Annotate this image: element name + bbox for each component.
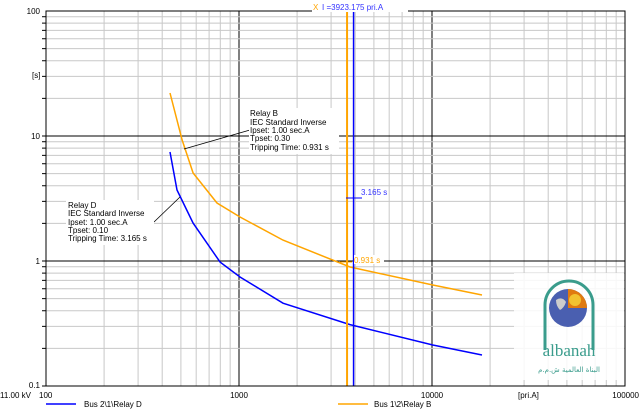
relay-b-time-label-bg [354, 255, 384, 264]
cursor-x-marker[interactable]: X [313, 3, 319, 12]
relay-b-tpset: Tpset: 0.30 [250, 134, 291, 143]
legend-label-relay-b[interactable]: Bus 1\2\Relay B [374, 400, 431, 409]
logo-wordmark: albanah [543, 341, 596, 360]
x-tick-1000: 1000 [230, 391, 248, 400]
relay-d-tripping-time: Tripping Time: 3.165 s [68, 234, 147, 243]
x-axis-label: [pri.A] [518, 391, 539, 400]
relay-b-annotation-bg [249, 108, 339, 154]
y-tick-100: 100 [27, 7, 41, 16]
relay-d-name: Relay D [68, 201, 97, 210]
relay-b-curve[interactable] [169, 92, 483, 296]
relay-b-tripping-time: Tripping Time: 0.931 s [250, 143, 329, 152]
logo-subtitle: البناة العالمية ش.م.م [538, 366, 600, 374]
relay-b-time-label: 0.931 s [354, 256, 380, 265]
cursor-current-label: I =3923.175 pri.A [322, 3, 384, 12]
y-tick-0.1: 0.1 [29, 381, 41, 390]
y-tick-1: 1 [36, 257, 41, 266]
curves [169, 92, 483, 356]
y-axis-label: [s] [32, 71, 40, 80]
x-tick-100000: 100000 [612, 391, 639, 400]
y-tick-10: 10 [31, 132, 40, 141]
relay-b-ipset: Ipset: 1.00 sec.A [250, 126, 310, 135]
relay-d-leader-line [153, 196, 181, 223]
relay-d-characteristic: IEC Standard Inverse [68, 209, 145, 218]
cursor-label-bg [312, 2, 408, 12]
relay-b-leader-line [183, 129, 251, 150]
relay-b-annotation[interactable]: Relay B IEC Standard Inverse Ipset: 1.00… [250, 109, 329, 152]
relay-d-time-label: 3.165 s [361, 188, 387, 197]
legend-label-relay-d[interactable]: Bus 2\1\Relay D [84, 400, 142, 409]
albanah-logo: albanah البناة العالمية ش.م.م [514, 273, 624, 380]
x-tick-10000: 10000 [421, 391, 444, 400]
relay-d-annotation[interactable]: Relay D IEC Standard Inverse Ipset: 1.00… [68, 201, 147, 243]
relay-d-curve[interactable] [169, 151, 483, 356]
relay-d-ipset: Ipset: 1.00 sec.A [68, 218, 128, 227]
voltage-label: 11.00 kV [0, 391, 32, 400]
relay-d-tpset: Tpset: 0.10 [68, 226, 109, 235]
relay-b-name: Relay B [250, 109, 278, 118]
relay-d-annotation-bg [66, 200, 154, 245]
relay-b-characteristic: IEC Standard Inverse [250, 118, 327, 127]
x-tick-100: 100 [39, 391, 53, 400]
